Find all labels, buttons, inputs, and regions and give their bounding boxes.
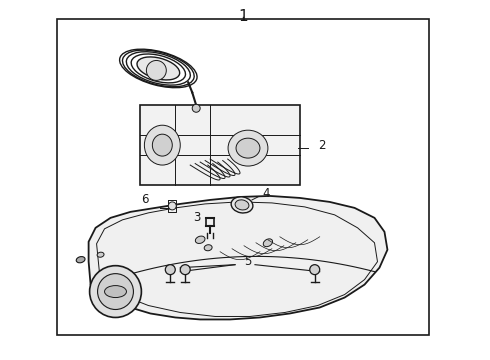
Ellipse shape	[196, 236, 205, 243]
Text: 1: 1	[238, 9, 248, 24]
Circle shape	[192, 104, 200, 112]
Text: 5: 5	[245, 255, 252, 268]
Ellipse shape	[204, 245, 212, 251]
Text: 4: 4	[262, 188, 270, 201]
Ellipse shape	[263, 239, 272, 247]
Ellipse shape	[236, 138, 260, 158]
Circle shape	[147, 60, 166, 80]
Ellipse shape	[76, 257, 85, 263]
Text: 6: 6	[141, 193, 148, 206]
Ellipse shape	[152, 134, 172, 156]
Ellipse shape	[235, 200, 249, 210]
Circle shape	[168, 202, 176, 210]
Polygon shape	[89, 196, 388, 319]
Circle shape	[165, 265, 175, 275]
Circle shape	[98, 274, 133, 310]
Ellipse shape	[137, 57, 180, 80]
Ellipse shape	[97, 252, 104, 257]
Circle shape	[310, 265, 319, 275]
Bar	[141, 105, 300, 185]
Ellipse shape	[228, 130, 268, 166]
Ellipse shape	[145, 125, 180, 165]
Circle shape	[90, 266, 142, 318]
Ellipse shape	[231, 197, 253, 213]
Bar	[57, 19, 429, 336]
Circle shape	[180, 265, 190, 275]
Text: 3: 3	[193, 211, 200, 224]
Text: 2: 2	[318, 139, 325, 152]
Ellipse shape	[104, 285, 126, 298]
